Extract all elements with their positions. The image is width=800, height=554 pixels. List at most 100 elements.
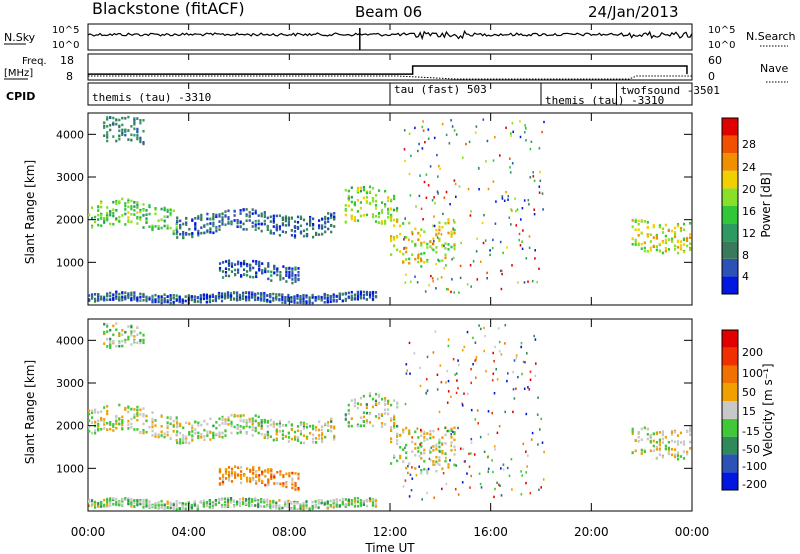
noise-cell [437,427,440,431]
freq-unit: [MHz] [4,68,33,79]
echo-cell [163,435,166,439]
echo-cell [97,505,100,508]
echo-cell [294,484,297,488]
noise-cell [541,192,544,195]
noise-cell [448,142,451,145]
echo-cell [291,271,294,274]
echo-cell [130,505,133,508]
echo-cell [236,502,239,506]
echo-cell [255,470,258,473]
echo-cell [106,405,109,408]
echo-cell [414,244,417,247]
echo-cell [330,425,333,428]
echo-cell [371,187,375,190]
echo-cell [251,291,254,294]
echo-cell [284,231,287,234]
echo-cell [302,441,306,445]
echo-cell [423,439,426,442]
echo-cell [148,425,151,429]
echo-cell [233,413,236,417]
echo-cell [420,244,423,247]
echo-cell [169,504,172,507]
echo-cell [353,404,356,408]
echo-cell [299,441,303,445]
echo-cell [199,299,202,303]
echo-cell [157,298,160,302]
echo-cell [100,295,103,299]
echo-cell [267,277,270,281]
noise-cell [494,345,496,349]
echo-cell [94,506,97,509]
echo-cell [118,332,121,335]
noise-cell [519,244,522,247]
echo-cell [353,216,356,219]
echo-cell [327,220,330,223]
echo-cell [290,437,293,441]
echo-cell [112,429,115,432]
echo-cell [254,419,257,423]
echo-cell [387,211,390,214]
echo-cell [124,297,127,301]
echo-cell [227,475,231,478]
y-tick-label: 1000 [56,462,84,475]
noise-cell [453,432,456,435]
echo-cell [278,504,281,507]
noise-cell [420,257,422,260]
echo-cell [178,501,181,505]
noise-cell [494,222,497,225]
echo-cell [248,497,251,501]
echo-cell [670,439,674,443]
echo-cell [227,268,231,271]
noise-cell [500,467,502,470]
echo-cell [282,482,285,485]
echo-cell [175,232,178,236]
echo-cell [175,439,178,442]
echo-cell [184,502,187,506]
echo-cell [260,500,263,504]
echo-cell [667,238,670,241]
noise-cell [501,272,503,276]
echo-cell [264,475,267,478]
echo-cell [321,227,324,230]
echo-cell [245,208,248,211]
echo-cell [94,299,97,303]
echo-cell [266,498,269,502]
noise-cell [523,199,526,202]
echo-cell [353,401,356,404]
echo-cell [191,430,194,433]
noise-cell [507,372,509,375]
echo-cell [224,214,227,217]
echo-cell [281,216,284,220]
echo-cell [293,438,297,441]
echo-cell [190,295,193,298]
noise-cell [494,136,496,139]
echo-cell [139,431,142,434]
echo-cell [287,436,290,439]
echo-cell [249,269,252,272]
echo-cell [281,218,284,222]
echo-cell [284,219,287,223]
echo-cell [384,189,387,193]
echo-cell [106,412,109,416]
noise-cell [505,190,507,194]
noise-cell [409,194,412,197]
echo-cell [315,437,318,440]
echo-cell [209,438,212,441]
echo-cell [169,294,172,297]
echo-cell [142,502,145,506]
echo-cell [384,222,387,225]
echo-cell [100,416,103,420]
echo-cell [139,341,142,345]
noise-cell [436,190,439,193]
echo-cell [257,422,260,426]
echo-cell [181,504,184,508]
echo-cell [327,217,330,220]
echo-cell [432,449,435,452]
echo-cell [182,232,185,236]
noise-cell [467,187,470,191]
echo-cell [181,301,184,304]
echo-cell [106,345,109,348]
echo-cell [184,295,187,298]
echo-cell [273,271,276,275]
echo-cell [118,298,121,302]
